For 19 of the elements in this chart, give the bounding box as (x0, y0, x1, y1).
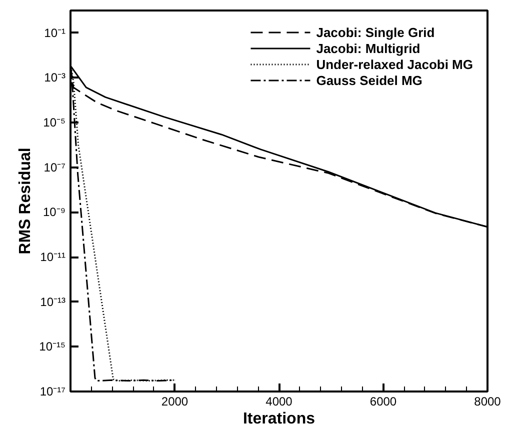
y-tick-label: 10⁻⁵ (43, 116, 66, 130)
x-tick-label: 8000 (474, 394, 502, 408)
y-tick-label: 10⁻¹¹ (40, 250, 66, 264)
x-tick-label: 6000 (370, 394, 397, 408)
legend-label: Jacobi: Single Grid (316, 24, 435, 40)
y-tick-label: 10⁻¹³ (40, 294, 66, 309)
y-tick-label: 10⁻³ (44, 70, 66, 85)
x-axis-title: Iterations (242, 410, 316, 428)
y-tick-label: 10⁻⁷ (44, 160, 66, 174)
y-tick-label: 10⁻⁹ (43, 205, 66, 220)
legend-label: Under-relaxed Jacobi MG (316, 56, 473, 72)
y-tick-label: 10⁻¹⁷ (40, 384, 66, 398)
y-tick-label: 10⁻¹ (44, 26, 66, 40)
y-tick-label: 10⁻¹⁵ (39, 340, 66, 354)
x-tick-label: 2000 (161, 394, 188, 408)
legend-label: Gauss Seidel MG (316, 72, 422, 88)
x-tick-label: 4000 (266, 394, 293, 408)
y-axis-title: RMS Residual (17, 148, 34, 254)
legend-label: Jacobi: Multigrid (316, 40, 420, 56)
